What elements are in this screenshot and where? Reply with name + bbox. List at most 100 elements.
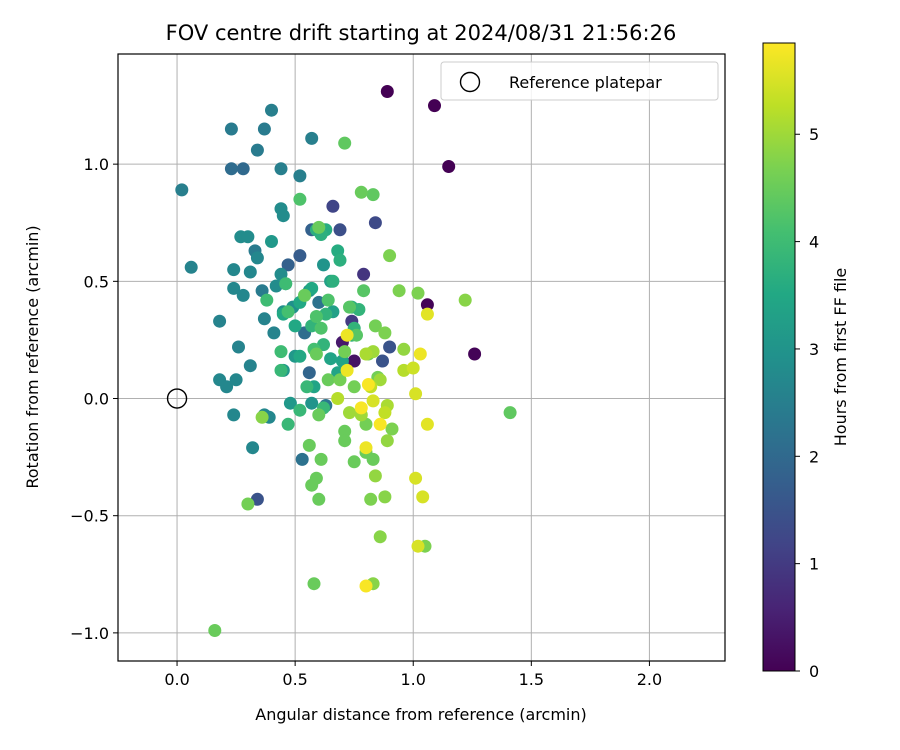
data-point (309, 310, 323, 323)
data-point (373, 373, 387, 387)
data-point (385, 422, 399, 436)
legend-label: Reference platepar (509, 73, 662, 92)
data-point (406, 361, 420, 375)
y-axis-label: Rotation from reference (arcmin) (23, 225, 42, 488)
data-point (307, 577, 321, 591)
colorbar-tick-label: 1 (809, 555, 819, 574)
data-point (213, 314, 227, 328)
data-point (326, 199, 340, 213)
data-point (366, 188, 380, 202)
data-point (265, 235, 278, 248)
data-point (309, 347, 323, 361)
data-point (229, 373, 243, 387)
data-point (241, 497, 255, 511)
data-point (324, 352, 338, 366)
data-point (293, 192, 307, 206)
data-point (333, 223, 347, 237)
colorbar-gradient (762, 42, 796, 672)
data-point (314, 452, 328, 466)
data-point (288, 319, 302, 333)
data-point (411, 539, 425, 553)
y-tick-label: 0.0 (84, 390, 109, 409)
data-point (392, 284, 406, 298)
legend-marker-icon (459, 71, 481, 93)
data-point (281, 258, 295, 272)
data-point (257, 122, 271, 136)
colorbar-ticks: 0 1 2 3 4 5 (795, 125, 819, 681)
legend-box (440, 61, 719, 101)
colorbar-tick-label: 4 (809, 233, 819, 252)
data-point (458, 293, 472, 307)
colorbar-tick-label: 2 (809, 447, 819, 466)
data-point (347, 354, 361, 368)
data-point (227, 281, 241, 295)
data-point (383, 249, 397, 263)
data-point (255, 410, 269, 424)
data-point (305, 131, 319, 145)
data-point (314, 321, 328, 335)
colorbar-tick-label: 0 (809, 662, 819, 681)
data-point (309, 471, 323, 485)
data-point (274, 363, 288, 377)
data-point (283, 396, 297, 410)
data-point (350, 328, 363, 342)
data-point (220, 380, 234, 394)
data-point (428, 99, 441, 113)
data-point (208, 624, 222, 637)
data-point (184, 260, 198, 274)
data-point (442, 160, 456, 173)
data-point (312, 492, 326, 506)
data-point (409, 387, 423, 401)
data-point (359, 579, 373, 593)
reference-platepar-marker (166, 388, 188, 409)
data-point (420, 417, 434, 431)
data-point (321, 373, 335, 387)
data-point (224, 122, 238, 136)
data-point (364, 492, 378, 506)
data-point (232, 340, 245, 354)
x-tick-label: 1.5 (519, 670, 544, 689)
x-axis-label: Angular distance from reference (arcmin) (255, 705, 586, 724)
data-point (302, 366, 316, 380)
data-point (279, 277, 293, 291)
data-point (354, 185, 368, 199)
data-point (295, 452, 309, 466)
data-point (305, 396, 319, 410)
data-point (338, 424, 352, 438)
data-point (274, 345, 288, 359)
data-point (366, 452, 380, 466)
data-point (298, 288, 312, 302)
x-tick-label: 0.5 (282, 670, 307, 689)
y-tick-label: −0.5 (70, 507, 109, 526)
data-point (368, 469, 382, 483)
data-point (338, 434, 352, 448)
y-axis-ticks: −1.0 −0.5 0.0 0.5 1.0 (70, 155, 118, 643)
data-point (366, 394, 380, 408)
data-point (368, 319, 382, 333)
data-point (267, 326, 281, 340)
data-point (246, 441, 260, 455)
data-point (333, 373, 347, 387)
data-point (340, 363, 354, 377)
data-point (343, 300, 356, 314)
data-point (357, 267, 371, 281)
data-point (260, 293, 274, 307)
y-tick-label: −1.0 (70, 624, 109, 643)
x-tick-label: 1.0 (401, 670, 426, 689)
data-point (241, 230, 255, 244)
data-point (175, 183, 189, 197)
data-point (343, 406, 356, 420)
data-point (373, 530, 387, 544)
data-point (468, 347, 482, 361)
data-point (281, 417, 295, 431)
data-point (312, 408, 326, 422)
chart-title: FOV centre drift starting at 2024/08/31 … (166, 21, 677, 45)
data-point (409, 471, 423, 485)
data-point (376, 354, 389, 368)
data-point (300, 380, 314, 394)
data-point (338, 136, 352, 150)
data-point (373, 417, 387, 431)
x-axis-ticks: 0.0 0.5 1.0 1.5 2.0 (164, 661, 662, 689)
data-point (224, 162, 238, 176)
data-point (361, 378, 375, 391)
